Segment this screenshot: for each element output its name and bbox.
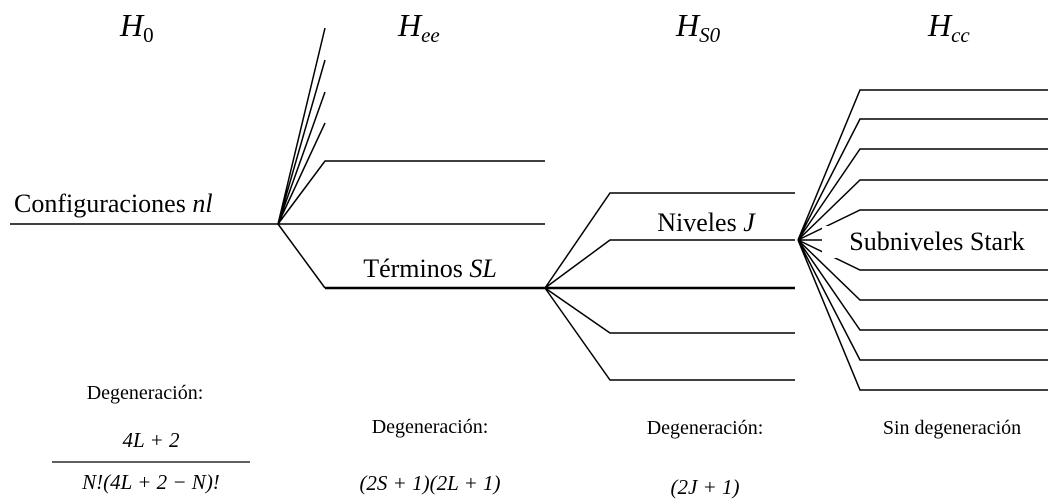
level-lines xyxy=(10,27,1052,391)
label-backdrop xyxy=(822,226,1052,258)
degeneracy-label: Sin degeneración xyxy=(883,417,1021,439)
header: Hcc xyxy=(927,7,970,47)
subscript: 0 xyxy=(143,23,154,47)
degeneracy-label: Degeneración: xyxy=(87,382,204,404)
subscript: S0 xyxy=(699,23,721,47)
degeneracy-label: Degeneración: xyxy=(372,416,489,438)
label-symbol: nl xyxy=(192,189,212,218)
label-text: Términos xyxy=(363,254,463,283)
j-splitting xyxy=(544,192,795,381)
degeneracy-label: Degeneración: xyxy=(647,417,764,439)
symbol: H xyxy=(675,7,701,43)
level-label: Subniveles Stark xyxy=(849,227,1025,256)
label-text: Configuraciones xyxy=(14,189,186,218)
level-label: Niveles J xyxy=(657,208,756,237)
fraction-numerator: 4L + 2 xyxy=(123,428,180,452)
label-symbol: SL xyxy=(469,254,496,283)
symbol: H xyxy=(119,7,145,43)
subscript: ee xyxy=(421,23,440,47)
term-splitting xyxy=(277,27,545,289)
header: HS0 xyxy=(675,7,721,47)
level-label: Configuraciones nl xyxy=(14,189,213,218)
subscript: cc xyxy=(951,23,970,47)
symbol: H xyxy=(397,7,423,43)
level-label: Términos SL xyxy=(363,254,497,283)
degeneracy-formula: (2J + 1) xyxy=(671,475,740,499)
stark-splitting xyxy=(797,89,1048,391)
header: H0 xyxy=(119,7,154,47)
degeneracy-formula: (2S + 1)(2L + 1) xyxy=(359,471,500,495)
label-symbol: J xyxy=(743,208,756,237)
header: Hee xyxy=(397,7,440,47)
fraction-denominator: N!(4L + 2 − N)! xyxy=(81,470,220,494)
symbol: H xyxy=(927,7,953,43)
label-text: Niveles xyxy=(657,208,736,237)
